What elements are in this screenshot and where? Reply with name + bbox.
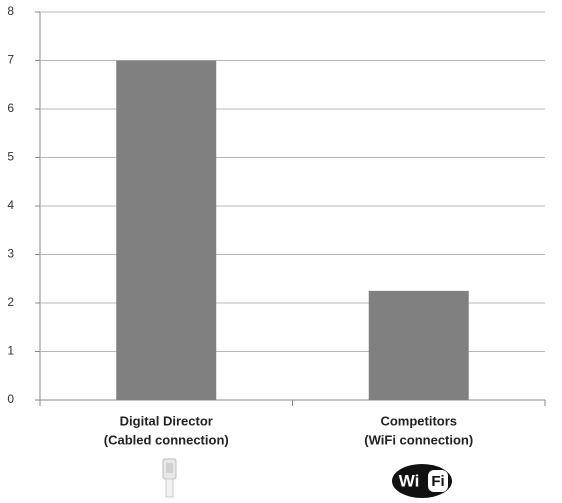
y-tick-label: 6 bbox=[7, 101, 14, 115]
x-tick-label: Competitors bbox=[380, 413, 457, 428]
cable-icon bbox=[162, 458, 177, 498]
x-tick-label: Digital Director bbox=[120, 413, 213, 428]
bar bbox=[116, 60, 217, 400]
y-tick-label: 4 bbox=[7, 198, 14, 212]
y-tick-label: 1 bbox=[7, 344, 14, 358]
y-tick-label: 8 bbox=[7, 4, 14, 18]
logo-text: Fi bbox=[431, 473, 444, 490]
x-tick-label: (Cabled connection) bbox=[104, 432, 229, 447]
x-tick-label: (WiFi connection) bbox=[364, 432, 473, 447]
y-tick-label: 0 bbox=[7, 392, 14, 406]
y-tick-label: 5 bbox=[7, 150, 14, 164]
bar bbox=[368, 290, 469, 400]
logo-text: Wi bbox=[399, 471, 420, 490]
y-tick-label: 7 bbox=[7, 53, 14, 67]
y-tick-label: 3 bbox=[7, 247, 14, 261]
y-tick-label: 2 bbox=[7, 295, 14, 309]
wifi-logo: Wi Fi bbox=[392, 464, 452, 498]
